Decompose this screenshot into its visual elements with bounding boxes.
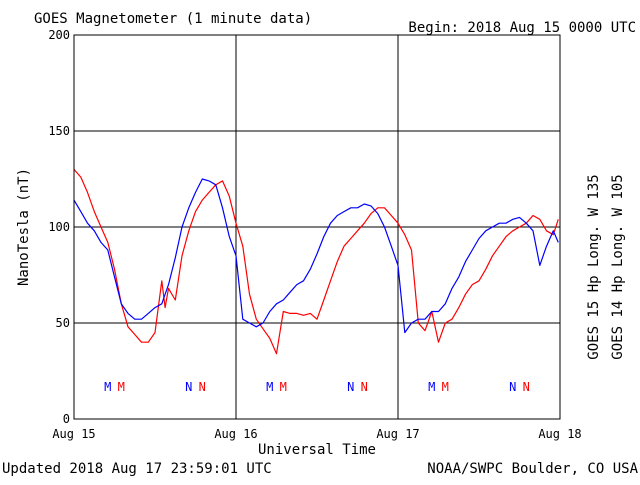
midnight-noon-marker: N bbox=[347, 380, 354, 394]
x-tick-label: Aug 18 bbox=[538, 427, 581, 441]
series-line-goes15 bbox=[73, 169, 559, 355]
y-tick-label: 100 bbox=[48, 220, 70, 234]
x-tick-label: Aug 17 bbox=[376, 427, 419, 441]
begin-time: Begin: 2018 Aug 15 0000 UTC bbox=[408, 20, 636, 36]
midnight-noon-marker: M bbox=[442, 380, 449, 394]
x-axis-label: Universal Time bbox=[258, 442, 376, 458]
midnight-noon-marker: N bbox=[199, 380, 206, 394]
legend-goes14: GOES 14 Hp Long. W 105 bbox=[610, 174, 626, 359]
series-layer bbox=[73, 169, 559, 355]
midnight-noon-marker: N bbox=[361, 380, 368, 394]
x-tick-label: Aug 15 bbox=[52, 427, 95, 441]
midnight-noon-marker: M bbox=[104, 380, 111, 394]
y-axis-ticks: 0 50 100 150 200 bbox=[48, 28, 70, 426]
source-credit: NOAA/SWPC Boulder, CO USA bbox=[427, 461, 638, 477]
midnight-noon-marker: M bbox=[266, 380, 273, 394]
y-tick-label: 200 bbox=[48, 28, 70, 42]
midnight-noon-marker: N bbox=[509, 380, 516, 394]
updated-timestamp: Updated 2018 Aug 17 23:59:01 UTC bbox=[2, 461, 272, 477]
midnight-noon-marker: M bbox=[428, 380, 435, 394]
plot-frame bbox=[73, 34, 561, 420]
legend: GOES 15 Hp Long. W 135 GOES 14 Hp Long. W… bbox=[586, 174, 626, 359]
grid-lines bbox=[74, 35, 560, 419]
midnight-noon-marker: M bbox=[280, 380, 287, 394]
midnight-noon-marker: M bbox=[118, 380, 125, 394]
y-axis-label: NanoTesla (nT) bbox=[16, 168, 32, 286]
y-tick-label: 50 bbox=[56, 316, 70, 330]
midnight-noon-marker: N bbox=[185, 380, 192, 394]
chart-title: GOES Magnetometer (1 minute data) bbox=[34, 11, 312, 27]
legend-goes15: GOES 15 Hp Long. W 135 bbox=[586, 174, 602, 359]
x-tick-label: Aug 16 bbox=[214, 427, 257, 441]
y-tick-label: 150 bbox=[48, 124, 70, 138]
x-axis-ticks: Aug 15 Aug 16 Aug 17 Aug 18 bbox=[52, 427, 581, 441]
series-line-goes14 bbox=[73, 178, 559, 334]
y-tick-label: 0 bbox=[63, 412, 70, 426]
midnight-noon-marker: N bbox=[523, 380, 530, 394]
